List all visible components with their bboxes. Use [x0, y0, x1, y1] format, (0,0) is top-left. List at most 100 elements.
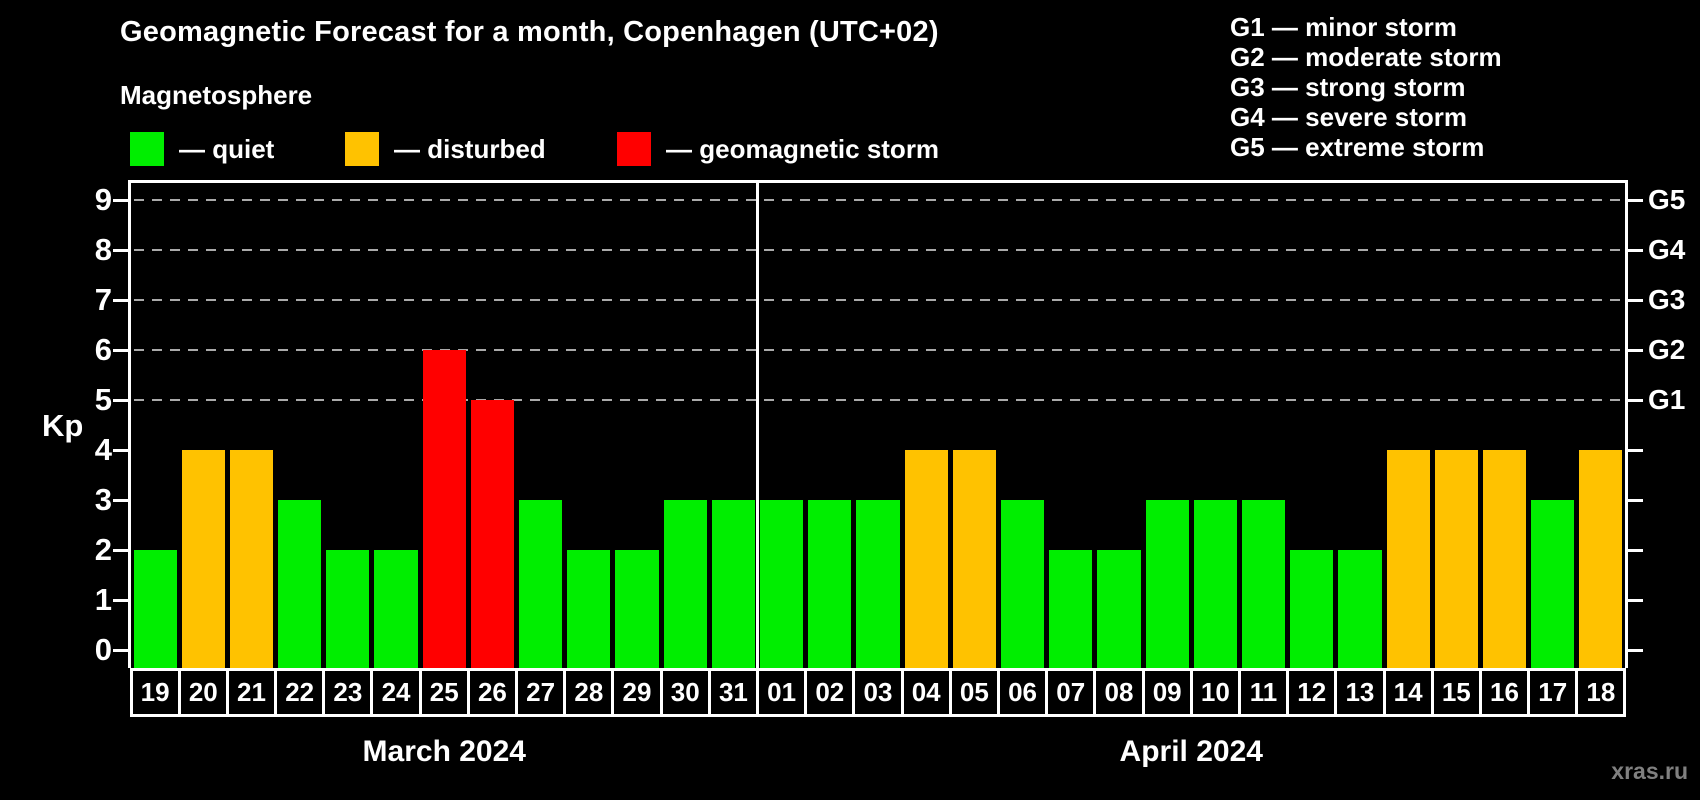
kp-bar	[760, 500, 804, 668]
chart-title: Geomagnetic Forecast for a month, Copenh…	[120, 16, 939, 48]
gridline	[134, 399, 1622, 401]
legend-label: — disturbed	[394, 133, 546, 164]
y-axis-tick	[113, 248, 128, 252]
chart-subtitle: Magnetosphere	[120, 80, 313, 110]
g-scale-legend: G1 — minor storm G2 — moderate storm G3 …	[1230, 12, 1502, 162]
g-axis-tick	[1628, 298, 1643, 302]
date-cell: 29	[611, 668, 663, 717]
legend-item-storm: — geomagnetic storm	[617, 130, 939, 168]
date-cell: 25	[418, 668, 470, 717]
kp-bar	[1290, 550, 1334, 668]
y-tick-label: 5	[94, 382, 112, 417]
g-axis-tick	[1628, 198, 1643, 202]
g-axis-tick	[1628, 448, 1643, 452]
date-cell: 24	[370, 668, 422, 717]
kp-bar	[278, 500, 322, 668]
g-legend-item: G5 — extreme storm	[1230, 132, 1485, 162]
y-axis-tick	[113, 448, 128, 452]
disturbed-swatch-icon	[345, 132, 379, 166]
kp-bar	[1193, 500, 1237, 668]
kp-bar	[1000, 500, 1045, 668]
month-separator	[756, 183, 760, 668]
date-cell: 13	[1334, 668, 1386, 717]
date-cell: 19	[129, 668, 181, 717]
kp-bar	[1579, 450, 1623, 668]
g-level-label: G3	[1648, 284, 1686, 315]
date-cell: 12	[1286, 668, 1338, 717]
kp-bar	[422, 350, 466, 668]
kp-bar	[808, 500, 852, 668]
y-tick-label: 9	[94, 182, 112, 217]
plot-border-right	[1625, 180, 1628, 668]
date-cell: 08	[1093, 668, 1145, 717]
kp-bar	[615, 550, 659, 668]
kp-bar	[1049, 550, 1093, 668]
date-cell: 26	[466, 668, 519, 717]
plot-border-top	[128, 180, 1628, 183]
kp-axis-label: Kp	[42, 408, 84, 443]
date-cell: 17	[1527, 668, 1579, 717]
y-axis-tick	[113, 598, 128, 602]
kp-bar	[1338, 550, 1382, 668]
watermark: xras.ru	[1611, 758, 1688, 784]
g-axis-tick	[1628, 598, 1643, 602]
date-cell: 05	[948, 668, 1000, 717]
kp-bar	[1531, 500, 1575, 668]
month-label: April 2024	[1119, 735, 1263, 768]
g-level-label: G1	[1648, 384, 1686, 415]
date-cell: 15	[1430, 668, 1482, 717]
legend-item-disturbed: — disturbed	[345, 130, 546, 168]
date-cell: 23	[322, 668, 374, 717]
kp-bar	[133, 550, 177, 668]
y-axis-tick	[113, 548, 128, 552]
kp-bar	[1241, 500, 1286, 668]
y-axis-tick	[113, 398, 128, 402]
date-cell: 16	[1478, 668, 1531, 717]
storm-swatch-icon	[617, 132, 651, 166]
y-tick-label: 3	[94, 482, 112, 517]
date-cell: 11	[1237, 668, 1290, 717]
g-axis-tick	[1628, 648, 1643, 652]
kp-bar	[326, 550, 370, 668]
kp-bar	[1145, 500, 1189, 668]
date-cell: 31	[707, 668, 759, 717]
g-legend-item: G1 — minor storm	[1230, 12, 1457, 42]
kp-bar	[1097, 550, 1141, 668]
kp-bar	[856, 500, 900, 668]
kp-bar	[663, 500, 707, 668]
date-cell: 04	[900, 668, 952, 717]
date-cell: 20	[177, 668, 229, 717]
g-axis-tick	[1628, 498, 1643, 502]
kp-bar	[567, 550, 611, 668]
y-axis-tick	[113, 198, 128, 202]
y-tick-label: 1	[94, 582, 112, 617]
kp-bar	[904, 450, 948, 668]
y-tick-label: 0	[94, 632, 112, 667]
date-cell: 28	[563, 668, 615, 717]
y-axis-tick	[113, 498, 128, 502]
gridline	[134, 349, 1622, 351]
legend-label: — geomagnetic storm	[666, 133, 940, 164]
kp-bar	[1482, 450, 1527, 668]
y-tick-label: 8	[94, 232, 112, 267]
date-cell: 18	[1575, 668, 1627, 717]
g-axis-tick	[1628, 348, 1643, 352]
kp-bar	[711, 500, 755, 668]
g-axis-tick	[1628, 248, 1643, 252]
kp-bar	[181, 450, 225, 668]
date-cell: 22	[274, 668, 326, 717]
gridline	[134, 199, 1622, 201]
g-axis-tick	[1628, 398, 1643, 402]
plot-border-left	[128, 180, 131, 668]
quiet-swatch-icon	[130, 132, 164, 166]
g-level-label: G4	[1648, 234, 1686, 265]
y-tick-label: 2	[94, 532, 112, 567]
g-level-label: G5	[1648, 184, 1686, 215]
month-label: March 2024	[362, 735, 526, 768]
y-axis-tick	[113, 648, 128, 652]
kp-bar	[1434, 450, 1478, 668]
date-cell: 03	[852, 668, 904, 717]
date-cell: 09	[1141, 668, 1193, 717]
date-cell: 14	[1382, 668, 1434, 717]
